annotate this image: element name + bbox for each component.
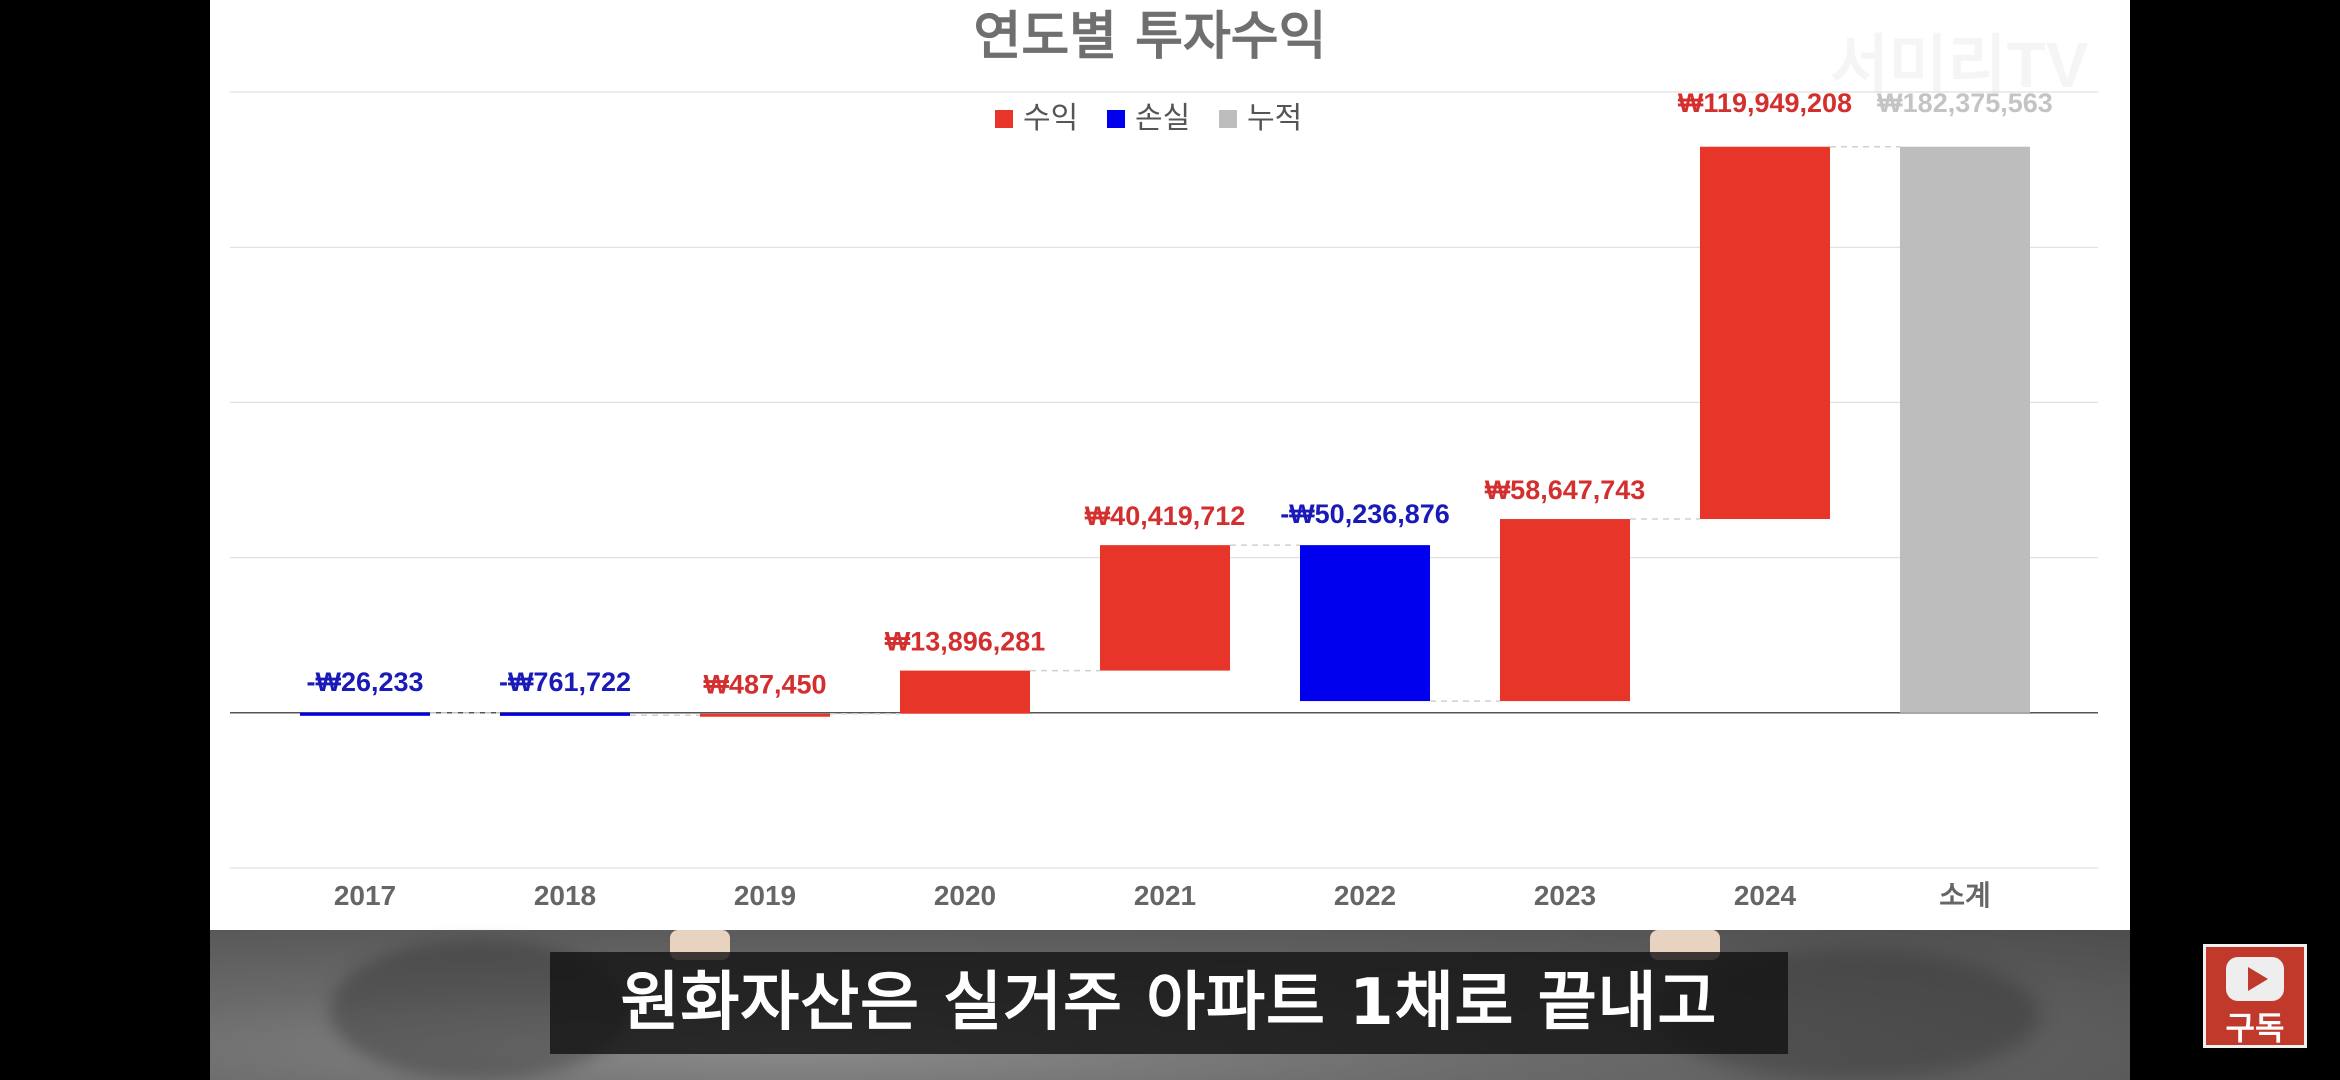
data-label: ₩58,647,743 — [1485, 475, 1646, 505]
data-label: -₩26,233 — [306, 667, 423, 697]
x-tick-label: 2017 — [334, 880, 396, 911]
data-label: ₩182,375,563 — [1877, 88, 2053, 118]
x-tick-label: 2024 — [1734, 880, 1797, 911]
bars — [300, 146, 2030, 717]
data-labels: -₩26,233 -₩761,722 ₩487,450 ₩13,896,281 ₩40,… — [306, 88, 2052, 700]
data-label: -₩50,236,876 — [1280, 499, 1450, 529]
subscribe-label: 구독 — [2225, 1009, 2285, 1047]
data-label: ₩487,450 — [703, 670, 826, 700]
legend-swatch — [1107, 110, 1125, 128]
x-tick-label: 2020 — [934, 880, 996, 911]
x-tick-label: 2022 — [1334, 880, 1396, 911]
data-label: -₩761,722 — [499, 667, 631, 697]
data-label: ₩40,419,712 — [1085, 501, 1246, 531]
channel-watermark: 서미리TV — [1830, 29, 2089, 101]
x-tick-label: 소계 — [1939, 880, 1991, 911]
legend-label: 수익 — [1023, 101, 1078, 136]
waterfall-chart: 연도별 투자수익 수익 손실 누적 -₩26,233 -₩761,722 ₩487,45… — [230, 7, 2098, 911]
video-subtitle: 원화자산은 실거주 아파트 1채로 끝내고 — [550, 952, 1788, 1054]
x-tick-label: 2019 — [734, 880, 796, 911]
chart-legend: 수익 손실 누적 — [995, 101, 1302, 136]
bar-2017 — [300, 712, 430, 716]
legend-swatch — [995, 110, 1013, 128]
x-tick-label: 2018 — [534, 880, 596, 911]
legend-swatch — [1219, 110, 1237, 128]
connector-lines — [430, 145, 1900, 716]
data-label: ₩13,896,281 — [885, 627, 1046, 657]
bar-2020 — [900, 670, 1030, 714]
legend-label: 누적 — [1247, 101, 1302, 136]
bar-소계 — [1900, 146, 2030, 713]
subscribe-button[interactable]: 구독 — [2203, 944, 2307, 1048]
legend-label: 손실 — [1135, 101, 1190, 136]
youtube-play-icon — [2226, 957, 2284, 1001]
x-axis-ticks: 2017 2018 2019 2020 2021 2022 2023 2024 소계 — [334, 880, 1991, 911]
bar-2022 — [1300, 545, 1430, 702]
video-frame[interactable]: 서미리TV 연도별 투자수익 수익 손실 누적 -₩26,233 -₩761,722 ₩… — [210, 0, 2130, 1080]
data-label: ₩119,949,208 — [1678, 88, 1852, 118]
bar-2019 — [700, 713, 830, 717]
chart-title: 연도별 투자수익 — [974, 7, 1327, 67]
bar-2021 — [1100, 545, 1230, 671]
x-tick-label: 2023 — [1534, 880, 1596, 911]
bar-2024 — [1700, 146, 1830, 520]
bar-2023 — [1500, 519, 1630, 702]
x-tick-label: 2021 — [1134, 880, 1196, 911]
bar-2018 — [500, 712, 630, 716]
